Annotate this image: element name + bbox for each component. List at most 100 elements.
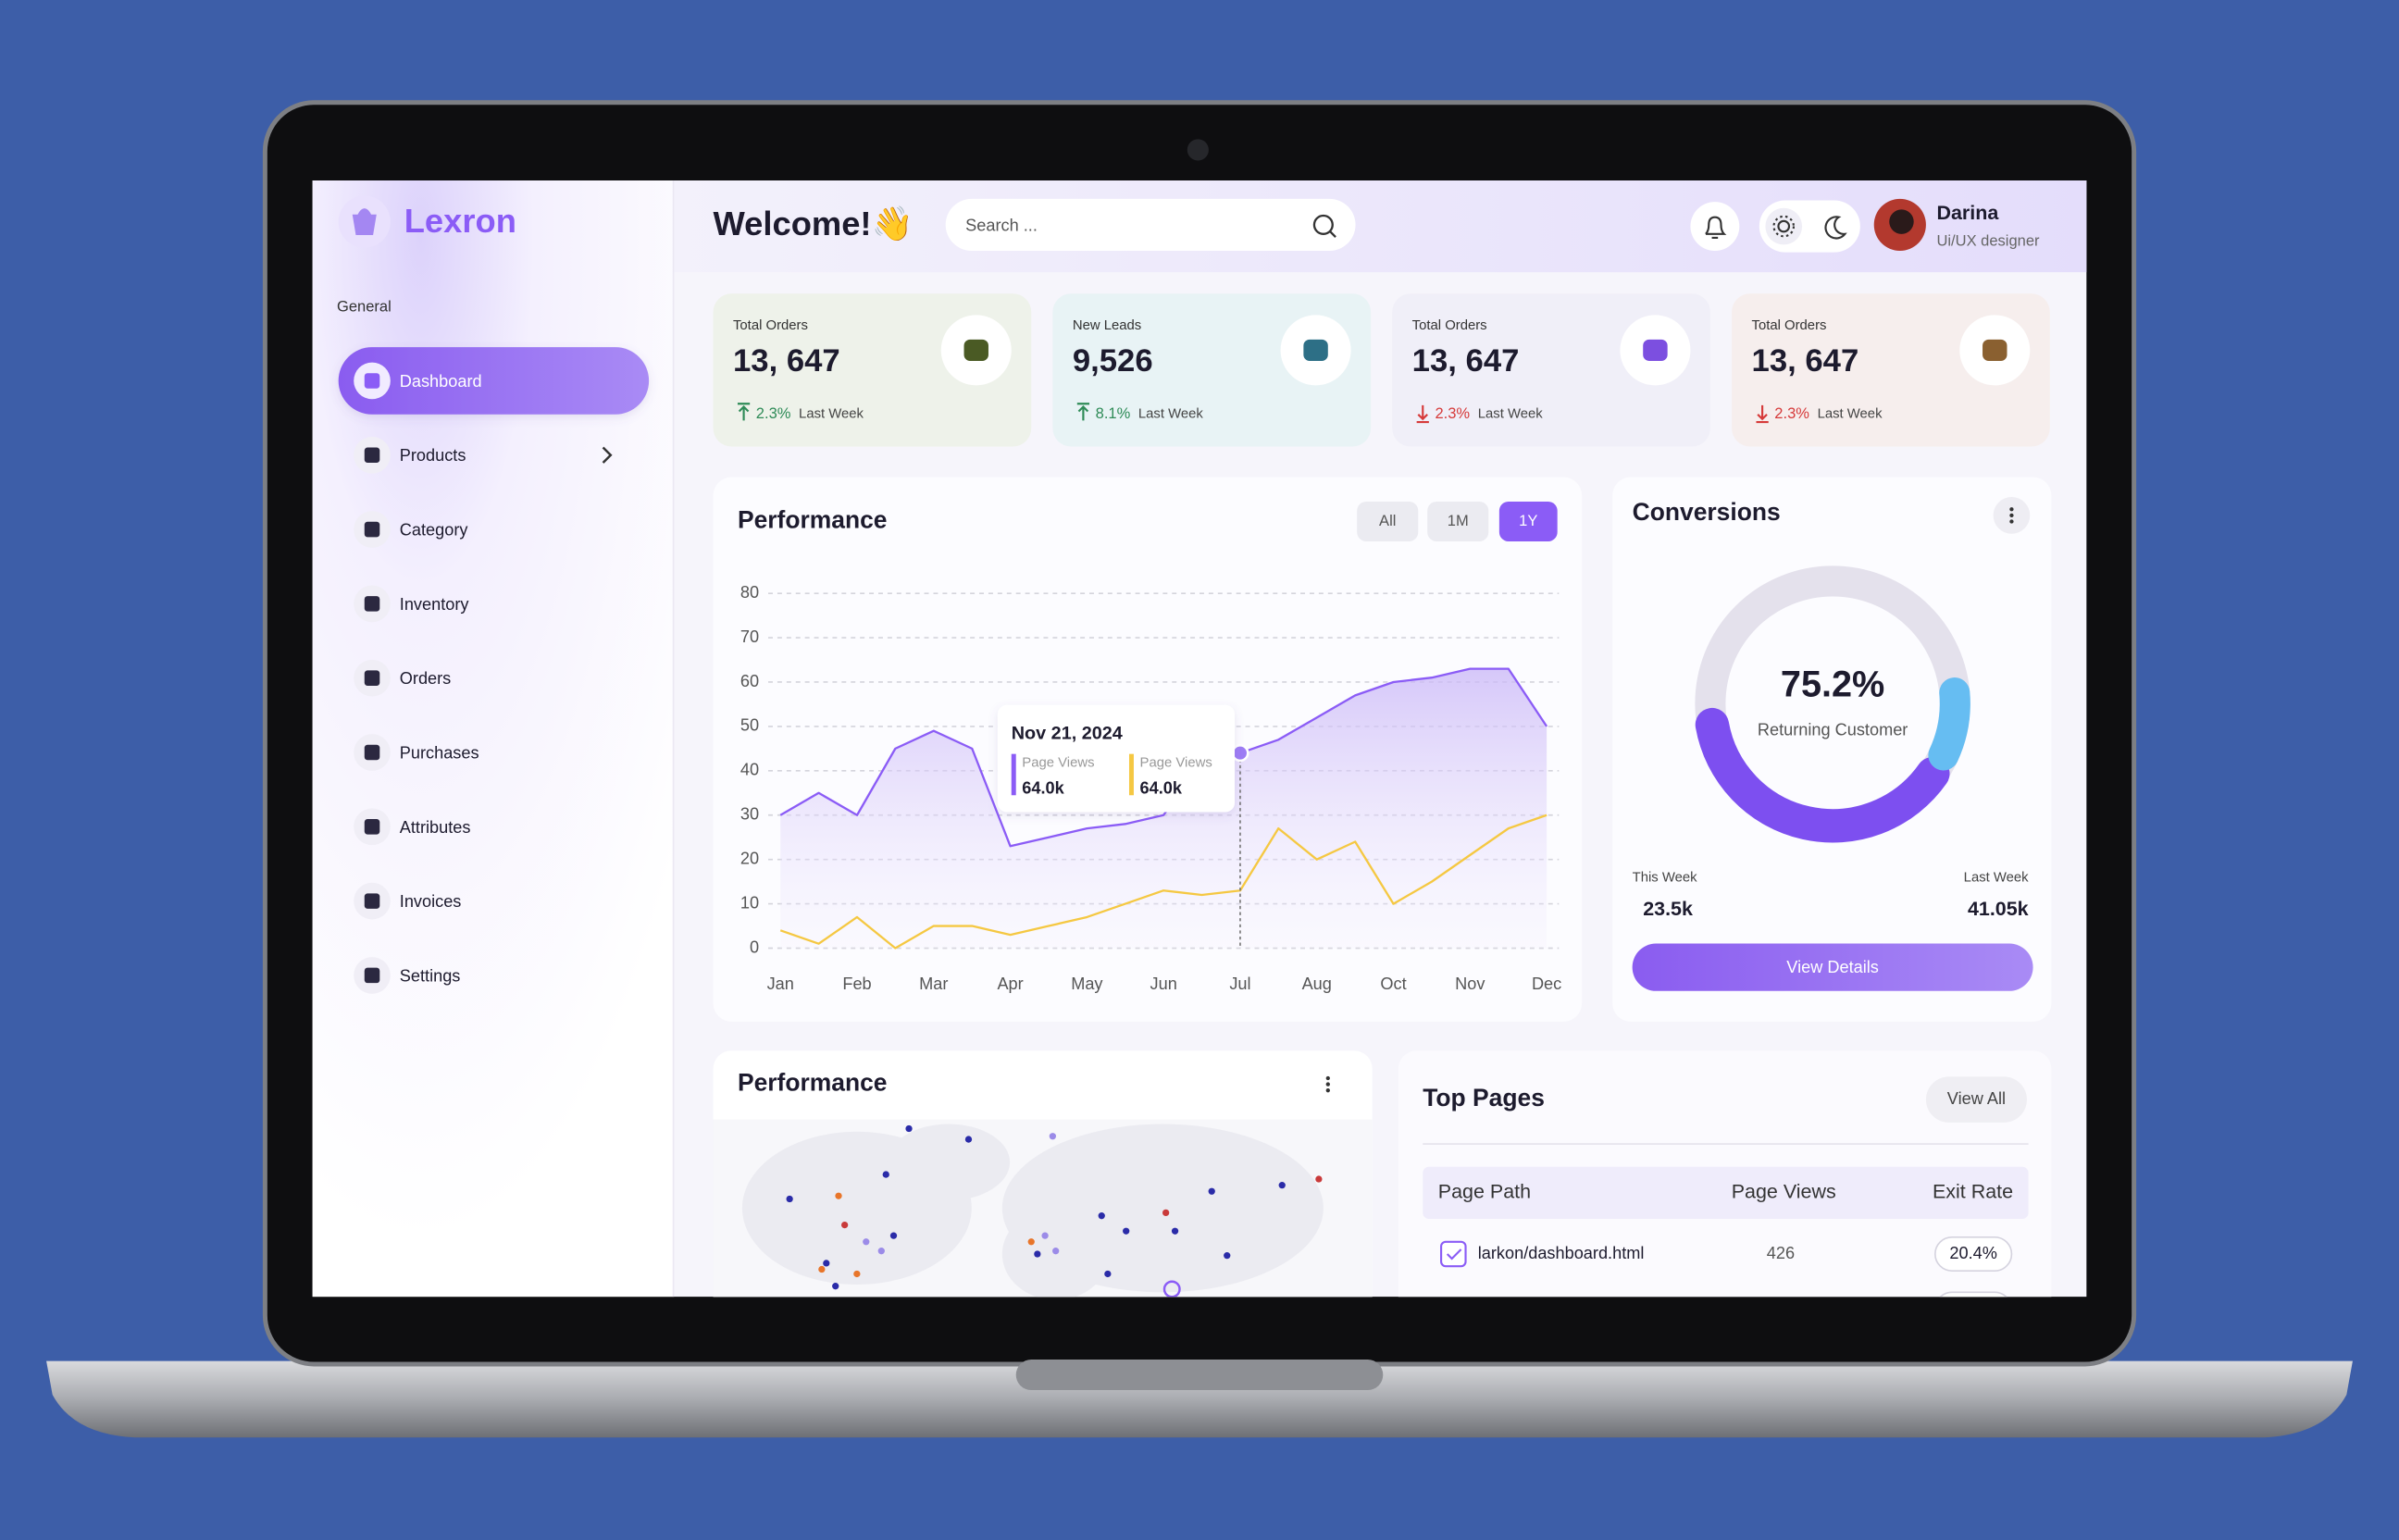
camera: [1187, 139, 1209, 161]
map-dot: [964, 1136, 973, 1143]
stat-period: Last Week: [1138, 407, 1203, 422]
map-dot: [1034, 1250, 1041, 1258]
exit-rate-pill: [1933, 1236, 2013, 1272]
conversions-card: Conversions 75.2% Returning Customer This W…: [1612, 477, 2052, 1022]
stat-label: Total Orders: [1752, 318, 1827, 333]
nav-item[interactable]: Orders: [354, 659, 451, 697]
search-box[interactable]: Search ...: [945, 198, 1356, 251]
tooltip-value: 64.0k: [1140, 778, 1183, 797]
button-label: View All: [1947, 1089, 2006, 1108]
view-details-button[interactable]: View Details: [1632, 943, 2033, 991]
brand-name: Lexron: [404, 202, 516, 240]
screen: Lexron General Dashboard Products Category In…: [312, 180, 2087, 1298]
moon-icon[interactable]: [1824, 216, 1847, 240]
tooltip: Nov 21, 2024 Page Views 64.0k Page Views 64.…: [997, 704, 1236, 813]
card-title: Top Pages: [1423, 1084, 1545, 1112]
button-background: [1632, 943, 2033, 991]
light-mode-button[interactable]: [1765, 207, 1803, 245]
view-all-button[interactable]: View All: [1925, 1076, 2027, 1123]
map-dot: [1098, 1212, 1105, 1220]
stat-label: New Leads: [1073, 318, 1141, 333]
stat-card: Total Orders 13, 647 2.3% Last Week: [1732, 293, 2050, 447]
tooltip-title: Nov 21, 2024: [1012, 723, 1123, 743]
nav-active-pill: [338, 347, 650, 415]
hover-point: [1231, 744, 1249, 763]
stat-value: 13, 647: [1752, 343, 1859, 379]
y-tick-label: 70: [740, 627, 759, 646]
stat-period: Last Week: [1818, 407, 1883, 422]
x-tick-label: Jul: [1229, 975, 1250, 993]
notification-button[interactable]: [1690, 202, 1740, 251]
tooltip-value: 64.0k: [1022, 778, 1064, 797]
laptop-notch: [1015, 1360, 1384, 1391]
range-button[interactable]: 1M: [1427, 501, 1489, 541]
map-dot: [1171, 1227, 1179, 1235]
nav-item[interactable]: Products: [354, 436, 613, 474]
stat-card: Total Orders 13, 647 2.3% Last Week: [713, 293, 1032, 447]
tooltip-swatch: [1128, 753, 1134, 796]
nav-item[interactable]: Invoices: [354, 882, 461, 920]
x-tick-label: Jan: [767, 975, 794, 993]
x-tick-label: Oct: [1380, 975, 1406, 993]
donut-arc-secondary: [1928, 677, 1970, 771]
nav-item[interactable]: Settings: [354, 957, 460, 994]
map-dot: [1027, 1238, 1035, 1246]
exit-rate: 20.4%: [1949, 1244, 1996, 1262]
nav-item[interactable]: Attributes: [354, 808, 471, 846]
row-checkbox[interactable]: [1440, 1240, 1467, 1268]
sun-icon: [1777, 219, 1791, 233]
range-button[interactable]: All: [1357, 501, 1419, 541]
map-dot: [841, 1221, 849, 1229]
tooltip-label: Page Views: [1140, 755, 1212, 770]
stat-icon: [1643, 339, 1668, 361]
menu-dot: [2009, 507, 2014, 512]
nav-item[interactable]: Dashboard: [338, 347, 650, 415]
search-placeholder: Search ...: [965, 216, 1038, 234]
nav-item[interactable]: Inventory: [354, 585, 469, 623]
map-dot: [853, 1270, 861, 1278]
map-dot: [1224, 1252, 1231, 1260]
nav-icon: [364, 447, 380, 464]
next-row-pill: [1939, 1291, 2007, 1298]
stat-value: 13, 647: [733, 343, 840, 379]
button-label: View Details: [1786, 958, 1879, 976]
x-tick-label: Aug: [1302, 975, 1332, 993]
trend-arrow: [737, 403, 751, 421]
page-path: larkon/dashboard.html: [1478, 1244, 1645, 1262]
line: [779, 813, 1548, 950]
range-button[interactable]: 1Y: [1498, 501, 1558, 541]
table-header: [1423, 1166, 2029, 1219]
search-icon-handle: [1329, 230, 1336, 238]
column-header: Page Path: [1438, 1181, 1531, 1203]
map-dot: [832, 1283, 839, 1290]
y-tick-label: 0: [750, 938, 759, 956]
sun-rays: [1772, 215, 1796, 238]
map-dot: [877, 1248, 885, 1255]
section-label: General: [337, 297, 392, 315]
stat-icon: [1983, 339, 2007, 361]
nav-icon: [364, 373, 380, 389]
map-dot: [786, 1195, 793, 1203]
search-field[interactable]: [945, 198, 1356, 251]
nav-label: Products: [400, 446, 466, 465]
y-tick-label: 20: [740, 849, 759, 867]
nav-icon: [364, 967, 380, 984]
line: [779, 667, 1548, 848]
nav-item[interactable]: Purchases: [354, 734, 479, 771]
nav-item[interactable]: Category: [354, 511, 468, 548]
area: [780, 668, 1548, 949]
nav-icon: [364, 670, 380, 686]
y-tick-label: 40: [740, 761, 759, 779]
user-role: Ui/UX designer: [1936, 231, 2040, 249]
stat-period: Last Week: [799, 407, 864, 422]
x-tick-label: Apr: [997, 975, 1023, 993]
y-tick-label: 60: [740, 672, 759, 690]
menu-dot: [2009, 519, 2014, 524]
nav-label: Attributes: [400, 818, 471, 837]
stat-label: Total Orders: [733, 318, 808, 333]
laptop-base: [46, 1360, 2353, 1438]
map-marker: [1162, 1280, 1181, 1298]
top-pages-card: Top Pages View All Page Path Page Views Exit…: [1398, 1050, 2052, 1298]
